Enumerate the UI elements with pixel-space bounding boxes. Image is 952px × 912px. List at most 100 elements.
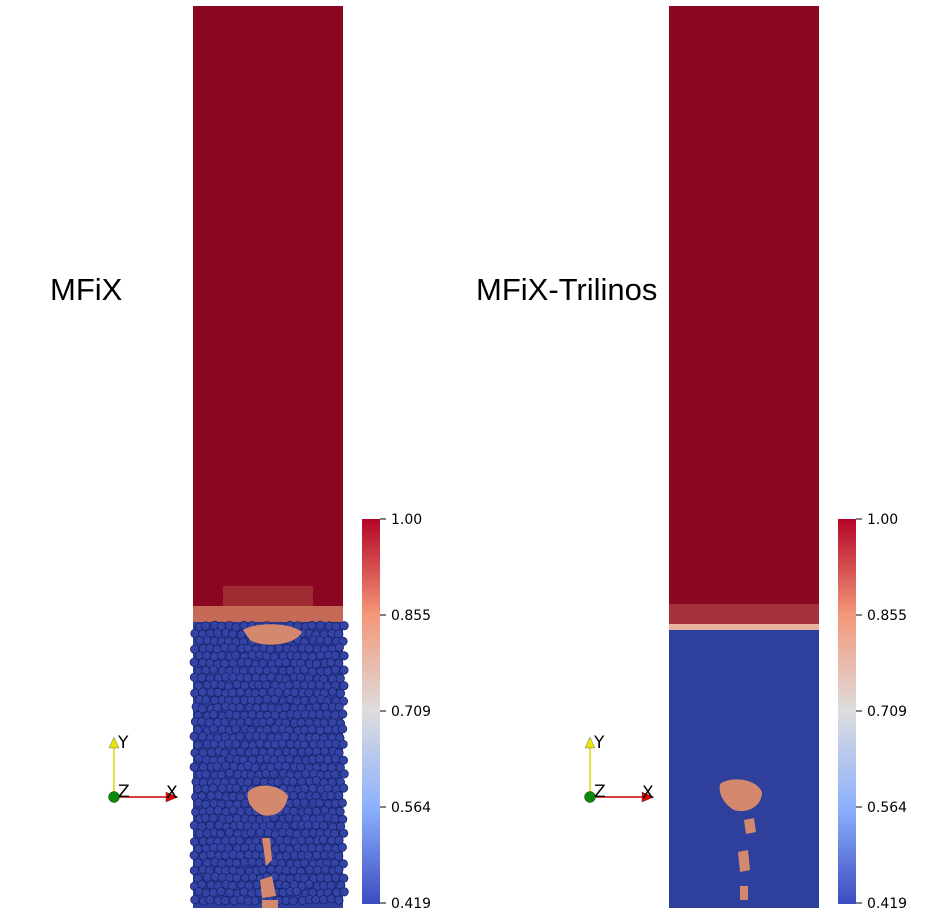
panel-title: MFiX [50,272,123,307]
bubble-small [744,818,756,834]
particle [212,761,222,771]
particle [216,886,226,897]
particle [235,702,245,713]
bubble-bottom [260,876,276,898]
particle [201,695,211,705]
particle [197,703,207,714]
particle [338,709,348,719]
colorbar-tick: 0.855 [867,608,907,624]
colorbar-tick: 0.709 [867,704,907,720]
particle [189,762,199,772]
particle [338,739,348,749]
y-axis-arrow-icon [584,736,596,749]
particle [339,651,349,661]
particle [304,879,314,889]
colorbar-tick: 0.419 [391,896,431,912]
particle [220,895,230,906]
particle [193,858,203,868]
colorbar-tick: 1.00 [867,512,898,528]
colorbar: 1.00 0.855 0.709 0.564 0.419 [362,512,431,912]
particle [337,724,348,734]
particle [337,842,347,852]
colorbar-tick: 0.709 [391,704,431,720]
bed-visualization [189,6,349,908]
particle-texture [189,620,349,906]
particle [291,886,302,897]
particle [334,642,344,653]
particle [338,828,349,838]
colorbar-gradient [362,519,380,904]
particle [299,798,309,808]
bubble-middle [247,785,288,816]
colorbar-gradient [838,519,856,904]
particle [200,621,211,631]
y-axis-label: Y [593,733,605,753]
particle [250,762,260,773]
particle [208,665,219,675]
transition-band [669,604,819,626]
particle [334,790,344,801]
gas-region [193,6,343,606]
particle [339,887,349,897]
particle [228,629,238,639]
panel-mfix-trilinos: MFiX-Trilinos Y X Z [476,0,952,912]
particle [257,687,268,698]
panel-title: MFiX-Trilinos [476,272,658,307]
colorbar-tick: 0.419 [867,896,907,912]
particle [190,837,200,847]
particle [273,777,283,787]
particle [269,769,279,779]
particle [208,709,219,720]
particle [323,636,333,646]
particle [339,621,349,631]
z-axis-label: Z [594,782,606,802]
particle [216,829,226,839]
bubble-channel [738,850,750,872]
particle [314,798,324,808]
y-axis-label: Y [117,733,129,753]
particle [273,687,284,697]
z-axis-label: Z [118,782,130,802]
particle [190,895,200,905]
x-axis-arrow-icon [641,791,655,803]
colorbar: 1.00 0.855 0.709 0.564 0.419 [838,512,907,912]
bubble-base [740,886,748,900]
y-axis-arrow-icon [108,736,120,749]
particle [227,643,237,653]
particle [288,896,298,906]
bubble-middle [719,779,762,812]
colorbar-tick: 0.855 [391,608,431,624]
panel-mfix: MFiX Y X Z [50,6,431,912]
particle [330,769,340,779]
particle [334,864,344,875]
z-axis-origin-icon [108,791,120,803]
z-axis-origin-icon [584,791,596,803]
x-axis-arrow-icon [165,791,179,803]
particle [318,820,329,831]
particle [265,716,275,727]
particle [330,650,340,661]
particle [231,783,241,793]
bubble-base [262,900,278,908]
particle [339,681,349,691]
x-axis-label: X [166,783,178,803]
particle [334,895,344,905]
particle [339,769,349,779]
particle [193,740,203,750]
particle [338,783,349,793]
particle [304,688,314,698]
particle [334,851,344,861]
particle [335,688,346,698]
particle [315,620,325,630]
particle [231,724,241,734]
particle [246,827,256,838]
colorbar-tick: 1.00 [391,512,422,528]
orientation-axes: Y X Z [584,733,655,803]
bubble-top [243,624,302,645]
bubble-channel [262,838,272,866]
particle [189,850,199,860]
x-axis-label: X [642,783,654,803]
particle [270,694,280,705]
interface-band [669,624,819,632]
transition-band [223,586,313,606]
